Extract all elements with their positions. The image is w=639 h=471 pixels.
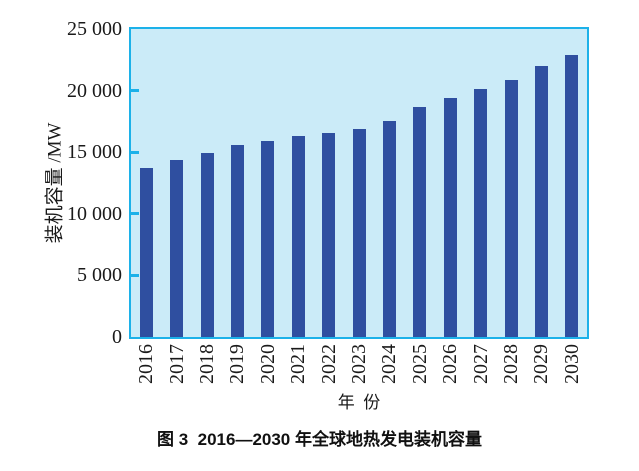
x-tick-label-2019: 2019	[226, 344, 249, 384]
y-tick-label-5000: 5 000	[77, 264, 122, 287]
x-tick-label-2022: 2022	[317, 344, 340, 384]
x-tick-label-2020: 2020	[256, 344, 279, 384]
y-axis-tick-mark	[131, 89, 139, 93]
x-tick-label-2024: 2024	[378, 344, 401, 384]
x-tick-label-2023: 2023	[347, 344, 370, 384]
bar-2024	[382, 121, 396, 337]
x-axis-tick-labels: 2016 2017 2018 2019 2020 2021 2022 2023 2024 2025…	[131, 341, 587, 391]
y-tick-label-20000: 20 000	[67, 79, 122, 102]
bar-2026	[443, 98, 457, 337]
y-tick-label-0: 0	[112, 326, 122, 348]
y-axis-tick-mark	[131, 273, 139, 277]
y-tick-label-15000: 15 000	[67, 141, 122, 164]
bar-2028	[504, 79, 518, 337]
y-axis-tick-mark	[131, 150, 139, 154]
bar-2023	[352, 128, 366, 337]
figure-caption: 图 3 2016—2030 年全球地热发电装机容量	[157, 430, 482, 449]
y-tick-label-25000: 25 000	[67, 18, 122, 40]
bar-2030	[565, 54, 579, 337]
bar-2016	[139, 168, 153, 337]
bar-2020	[261, 141, 275, 337]
x-tick-label-2027: 2027	[469, 344, 492, 384]
x-tick-label-2016: 2016	[135, 344, 158, 384]
x-axis-title: 年 份	[337, 393, 381, 412]
x-tick-label-2017: 2017	[165, 344, 188, 384]
x-tick-label-2028: 2028	[499, 344, 522, 384]
y-tick-label-10000: 10 000	[67, 202, 122, 225]
x-tick-label-2029: 2029	[530, 344, 553, 384]
bar-2021	[291, 136, 305, 337]
x-tick-label-2025: 2025	[408, 344, 431, 384]
bar-2019	[230, 144, 244, 337]
x-tick-label-2026: 2026	[439, 344, 462, 384]
plot-area	[129, 27, 589, 339]
bar-2018	[200, 153, 214, 337]
x-tick-label-2018: 2018	[195, 344, 218, 384]
bar-2022	[322, 132, 336, 337]
bar-2027	[474, 89, 488, 337]
y-axis-tick-mark	[131, 212, 139, 216]
bar-2017	[170, 159, 184, 337]
y-axis-title: 装机容量 /MW	[44, 122, 66, 244]
bar-2029	[534, 65, 548, 337]
x-tick-label-2030: 2030	[560, 344, 583, 384]
bar-2025	[413, 106, 427, 337]
x-tick-label-2021: 2021	[287, 344, 310, 384]
